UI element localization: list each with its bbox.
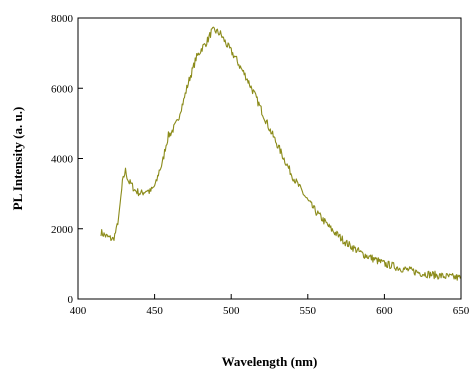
y-axis-title: PL Intensity (a. u.)	[10, 107, 25, 211]
plot-area	[100, 26, 462, 281]
y-tick-label: 2000	[51, 224, 74, 236]
x-tick-label: 650	[453, 305, 470, 317]
x-tick-label: 550	[300, 305, 317, 317]
y-tick-label: 8000	[51, 13, 74, 25]
axes: 400 450 500 550 600 650 0 2000 4000 6000 8000	[51, 13, 470, 317]
y-tick-label: 6000	[51, 83, 74, 95]
x-axis-title: Wavelength (nm)	[222, 354, 318, 369]
x-tick-label: 450	[146, 305, 163, 317]
x-tick-label: 400	[70, 305, 87, 317]
x-tick-label: 500	[223, 305, 240, 317]
plot-frame	[77, 17, 462, 300]
y-tick-label: 0	[68, 294, 74, 306]
y-tick-label: 4000	[51, 154, 74, 166]
pl-spectrum-line	[100, 26, 462, 281]
x-tick-label: 600	[376, 305, 393, 317]
